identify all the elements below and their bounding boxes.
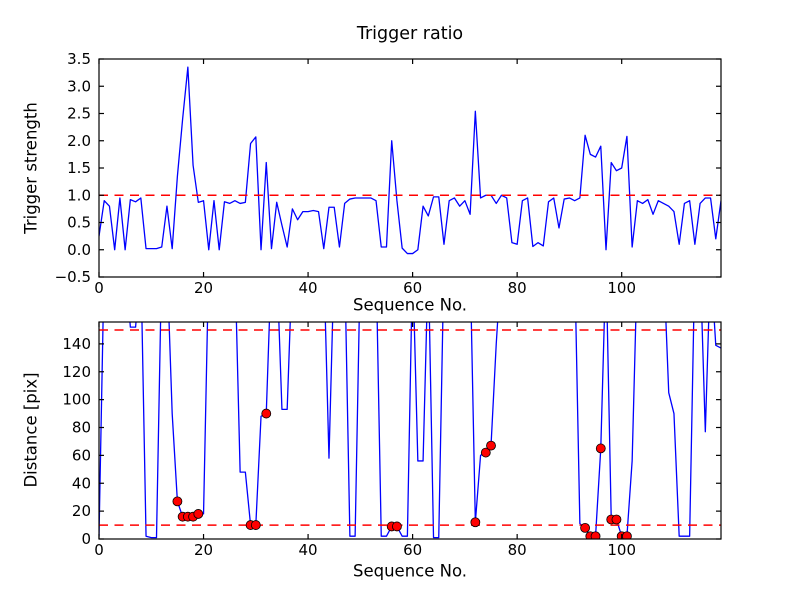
x-tick-label: 20 [194, 279, 213, 297]
y-tick-label: 40 [72, 474, 91, 492]
y-tick-label: 1.0 [67, 186, 91, 204]
x-tick-label: 20 [194, 541, 213, 559]
trigger-event-marker [622, 531, 632, 539]
trigger-strength-line [99, 66, 721, 255]
y-tick-label: 0 [81, 530, 91, 548]
x-tick-label: 100 [607, 541, 636, 559]
y-tick-label: 2.0 [67, 132, 91, 150]
axes-frame [98, 321, 722, 540]
y-tick-label: 3.5 [67, 50, 91, 68]
trigger-event-marker [480, 447, 491, 458]
trigger-event-marker [250, 520, 261, 530]
x-tick-label: 60 [403, 541, 422, 559]
y-tick-label: 0.0 [67, 241, 91, 259]
bottom-plot-region [99, 322, 721, 539]
x-tick-label: 0 [94, 541, 104, 559]
trigger-event-marker [590, 531, 601, 539]
top-axes: 0 20 40 60 80 100 −0.5 0.0 0.5 1.0 1.5 2.0 2.5 3.0 3.5 [55, 50, 722, 297]
trigger-event-marker [470, 517, 481, 528]
axes-frame [98, 58, 722, 278]
y-tick-label: 3.0 [67, 77, 91, 95]
x-tick-label: 80 [508, 541, 527, 559]
y-tick-label: −0.5 [55, 268, 91, 286]
y-tick-label: 0.5 [67, 214, 91, 232]
bottom-x-axis-label: Sequence No. [352, 561, 468, 581]
top-plot-region [99, 66, 721, 255]
x-tick-label: 60 [403, 279, 422, 297]
y-tick-label: 1.5 [67, 159, 91, 177]
y-tick-label: 140 [62, 335, 91, 353]
trigger-event-marker [261, 408, 272, 419]
top-x-axis-label: Sequence No. [352, 295, 468, 315]
y-tick-label: 20 [72, 502, 91, 520]
y-tick-label: 80 [72, 419, 91, 437]
x-tick-label: 80 [508, 279, 527, 297]
trigger-event-marker [172, 496, 183, 507]
x-tick-label: 100 [607, 279, 636, 297]
bottom-y-axis-label: Distance [pix] [21, 372, 41, 488]
x-tick-label: 40 [299, 541, 318, 559]
y-tick-label: 60 [72, 446, 91, 464]
trigger-event-marker [580, 522, 591, 533]
y-tick-label: 100 [62, 391, 91, 409]
x-tick-label: 40 [299, 279, 318, 297]
trigger-event-marker [392, 521, 402, 532]
trigger-event-marker [193, 509, 204, 519]
trigger-event-marker [486, 440, 496, 451]
x-tick-label: 0 [94, 279, 104, 297]
y-tick-label: 2.5 [67, 105, 91, 123]
y-tick-label: 120 [62, 363, 91, 381]
bottom-axes: 0 20 40 60 80 100 0 20 40 60 80 100 120 140 [62, 321, 722, 559]
trigger-event-marker [611, 514, 622, 525]
chart-title: Trigger ratio [356, 24, 464, 44]
trigger-event-marker [595, 443, 606, 454]
top-y-axis-label: Trigger strength [21, 102, 41, 234]
